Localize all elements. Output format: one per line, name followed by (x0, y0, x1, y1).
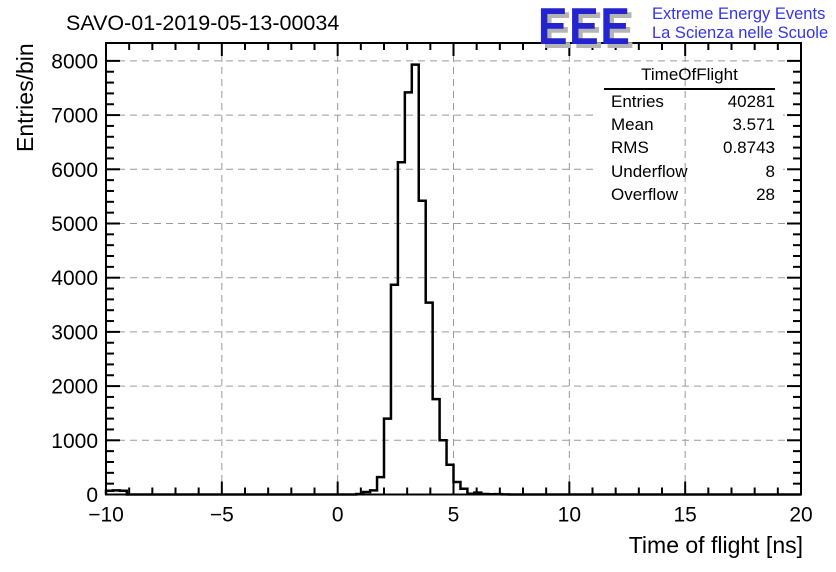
x-axis-title: Time of flight [ns] (628, 532, 803, 558)
y-tick-label: 2000 (51, 376, 98, 399)
stats-row-overflow: Overflow 28 (596, 183, 783, 206)
x-tick-label: 5 (448, 504, 460, 527)
x-tick-label: 20 (789, 504, 812, 527)
x-tick-label: −10 (88, 504, 124, 527)
stats-value: 40281 (727, 92, 775, 111)
eee-logo-tagline-line2: La Scienza nelle Scuole (652, 24, 829, 42)
stats-value: 0.8743 (723, 138, 775, 158)
stats-box-title: TimeOfFlight (604, 64, 775, 90)
y-tick-label: 7000 (51, 105, 98, 128)
y-tick-label: 8000 (51, 50, 98, 73)
stats-box: TimeOfFlight Entries 40281 Mean 3.571 RM… (596, 64, 783, 206)
y-tick-label: 3000 (51, 321, 98, 344)
stats-box-background (596, 64, 783, 206)
x-tick-label: 0 (332, 504, 344, 527)
stats-row-entries: Entries 40281 (596, 90, 783, 113)
y-tick-label: 4000 (51, 267, 98, 290)
stats-row-rms: RMS 0.8743 (596, 136, 783, 159)
stats-value: 3.571 (732, 115, 775, 135)
stats-value: 28 (756, 184, 775, 204)
eee-logo-tagline-line1: Extreme Energy Events (652, 5, 826, 23)
stats-value: 8 (765, 161, 775, 181)
stats-row-mean: Mean 3.571 (596, 113, 783, 136)
stats-row-underflow: Underflow 8 (596, 160, 783, 183)
stats-label: RMS (611, 138, 649, 158)
stats-label: Underflow (611, 161, 688, 181)
y-tick-label: 1000 (51, 430, 98, 453)
y-tick-label: 0 (86, 484, 98, 507)
y-tick-label: 6000 (51, 159, 98, 182)
x-tick-label: −5 (210, 504, 234, 527)
stats-label: Entries (611, 92, 664, 111)
stats-label: Mean (611, 115, 654, 135)
y-axis-title: Entries/bin (12, 43, 38, 152)
stats-label: Overflow (611, 184, 679, 204)
eee-logo-acronym: EEE (538, 0, 632, 56)
plot-title: SAVO-01-2019-05-13-00034 (66, 11, 340, 35)
x-tick-label: 15 (673, 504, 696, 527)
x-tick-label: 10 (558, 504, 581, 527)
eee-logo-tagline: Extreme Energy Events La Scienza nelle S… (652, 5, 828, 43)
y-tick-label: 5000 (51, 213, 98, 236)
eee-logo: EEE Extreme Energy Events La Scienza nel… (538, 0, 836, 56)
